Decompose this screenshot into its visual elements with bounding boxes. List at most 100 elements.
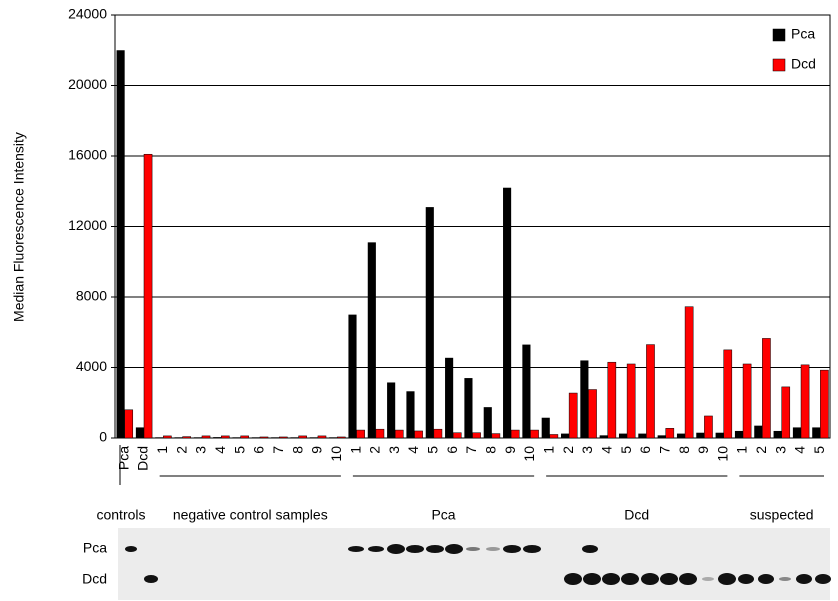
bar [561,434,569,438]
bar [619,434,627,438]
blot [118,528,831,600]
bar [646,345,654,438]
bar [144,154,152,438]
y-tick-label: 4000 [76,358,107,374]
bar [464,378,472,438]
x-tick-label: 8 [289,446,305,454]
y-tick-label: 24000 [68,6,107,22]
bar [271,437,279,438]
bar [252,437,260,438]
bar [696,433,704,438]
bar [445,358,453,438]
x-tick-label: 6 [251,446,267,454]
x-tick-label: 4 [212,446,228,454]
bar [782,387,790,438]
bar [484,407,492,438]
band [702,577,714,581]
x-tick-label: 4 [405,446,421,454]
bar [542,418,550,438]
bar [793,427,801,438]
y-tick-label: 0 [99,429,107,445]
bar [310,437,318,438]
bar [677,434,685,438]
blot-row-label: Dcd [82,571,107,587]
bar [608,362,616,438]
bar [136,427,144,438]
bar [395,430,403,438]
y-tick-label: 16000 [68,147,107,163]
bar [357,430,365,438]
bar [600,435,608,438]
bar [213,437,221,438]
x-tick-label: 9 [309,446,325,454]
band [602,573,620,585]
bar [318,436,326,438]
x-tick-label: 1 [541,446,557,454]
legend-label: Pca [791,26,815,42]
chart: Median Fluorescence Intensity [0,0,838,601]
x-tick-label: 4 [598,446,614,454]
x-tick-label: 8 [483,446,499,454]
bar [754,426,762,438]
legend-label: Dcd [791,56,816,72]
x-tick-label: Dcd [135,446,151,471]
band [815,574,831,584]
bar [387,382,395,438]
band [426,545,444,553]
x-tick-label: 4 [792,446,808,454]
bar [473,433,481,438]
bar [368,242,376,438]
band [738,574,754,584]
x-tick-label: 2 [367,446,383,454]
x-tick-label: 1 [347,446,363,454]
x-tick-label: 8 [676,446,692,454]
x-tick-label: 1 [154,446,170,454]
bar [117,50,125,438]
bar [415,431,423,438]
band [406,545,424,553]
legend-swatch [773,29,785,41]
x-tick-label: 2 [173,446,189,454]
x-tick-label: 5 [618,446,634,454]
bar [290,437,298,438]
band [641,573,659,585]
x-tick-label: 6 [637,446,653,454]
bar [329,437,337,438]
x-tick-label: 5 [811,446,827,454]
bar [716,433,724,438]
x-tick-label: 2 [753,446,769,454]
group-label: controls [96,507,145,523]
bar [638,434,646,438]
bar [666,428,674,438]
group-label: suspected [750,507,814,523]
x-tick-label: 9 [695,446,711,454]
bar [530,430,538,438]
bar [260,437,268,438]
bar [685,307,693,438]
blot-row-label: Pca [83,540,107,556]
bar [724,350,732,438]
bar [627,364,635,438]
x-tick-label: 10 [328,446,344,462]
x-tick-label: 6 [444,446,460,454]
x-tick-label: 7 [463,446,479,454]
band [796,574,812,584]
x-tick-label: 7 [656,446,672,454]
bar [658,435,666,438]
bar [522,345,530,438]
bar [348,315,356,438]
band [564,573,582,585]
x-tick-label: Pca [115,446,131,470]
band [466,547,480,551]
group-label: negative control samples [173,507,328,523]
bar [569,393,577,438]
y-tick-label: 8000 [76,288,107,304]
x-tick-label: 10 [521,446,537,462]
band [144,575,158,583]
bar [453,433,461,438]
bar [492,434,500,438]
bar [580,360,588,438]
bar [125,410,133,438]
bar [511,430,519,438]
band [348,546,364,552]
